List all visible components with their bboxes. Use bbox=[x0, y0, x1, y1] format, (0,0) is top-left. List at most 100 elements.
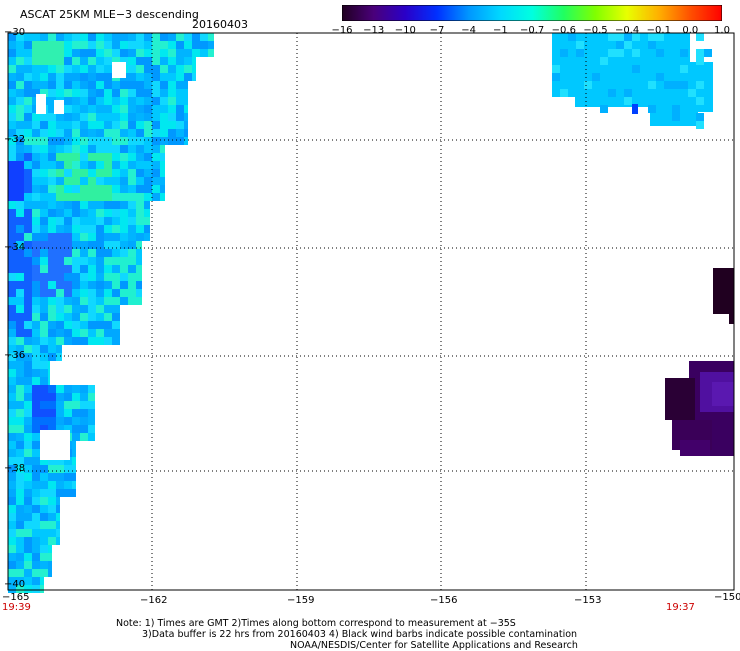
swath-cell bbox=[40, 177, 48, 185]
swath-cell bbox=[64, 105, 72, 113]
swath-cell bbox=[40, 81, 48, 89]
swath-cell bbox=[144, 185, 152, 193]
swath-cell bbox=[24, 353, 32, 361]
swath-cell bbox=[80, 89, 88, 97]
swath-cell bbox=[24, 249, 32, 257]
swath-cell bbox=[32, 177, 40, 185]
swath-cell bbox=[16, 73, 24, 81]
swath-cell bbox=[152, 65, 160, 73]
swath-cell bbox=[64, 257, 72, 265]
swath-cell bbox=[8, 233, 16, 241]
swath-cell bbox=[168, 97, 176, 105]
swath-gap bbox=[40, 430, 70, 460]
swath-cell bbox=[40, 561, 48, 569]
swath-cell bbox=[32, 521, 40, 529]
swath-cell bbox=[128, 145, 136, 153]
swath-cell bbox=[56, 89, 64, 97]
swath-cell bbox=[72, 217, 80, 225]
colorbar-tick: −10 bbox=[394, 25, 416, 36]
swath-cell bbox=[8, 305, 16, 313]
swath-cell bbox=[64, 417, 72, 425]
swath-cell bbox=[104, 281, 112, 289]
swath-cell bbox=[80, 233, 88, 241]
swath-cell bbox=[56, 153, 64, 161]
swath-cell bbox=[112, 49, 120, 57]
swath-cell bbox=[56, 177, 64, 185]
swath-cell bbox=[32, 305, 40, 313]
swath-cell bbox=[176, 73, 184, 81]
swath-cell bbox=[24, 553, 32, 561]
swath-cell bbox=[104, 193, 112, 201]
swath-cell bbox=[144, 65, 152, 73]
swath-cell bbox=[88, 113, 96, 121]
swath-cell bbox=[16, 449, 24, 457]
swath-cell bbox=[88, 337, 96, 345]
swath-cell bbox=[88, 57, 96, 65]
swath-cell bbox=[192, 41, 200, 49]
swath-cell bbox=[64, 425, 72, 433]
swath-cell bbox=[120, 97, 128, 105]
swath-cell bbox=[24, 369, 32, 377]
swath-cell bbox=[8, 353, 16, 361]
swath-cell bbox=[112, 89, 120, 97]
swath-cell bbox=[24, 129, 32, 137]
swath-cell bbox=[136, 113, 144, 121]
swath-cell bbox=[48, 417, 56, 425]
swath-cell bbox=[40, 425, 48, 433]
swath-cell bbox=[24, 41, 32, 49]
swath-cell bbox=[112, 225, 120, 233]
swath-cell bbox=[64, 121, 72, 129]
swath-cell bbox=[632, 65, 640, 73]
swath-cell bbox=[16, 529, 24, 537]
swath-cell bbox=[112, 57, 120, 65]
swath-cell bbox=[8, 161, 16, 169]
swath-cell bbox=[120, 169, 128, 177]
swath-cell bbox=[40, 337, 48, 345]
swath-cell bbox=[64, 281, 72, 289]
swath-cell bbox=[576, 49, 584, 57]
swath-cell bbox=[16, 273, 24, 281]
swath-cell bbox=[8, 41, 16, 49]
swath-cell bbox=[24, 449, 32, 457]
swath-cell bbox=[80, 49, 88, 57]
swath-cell bbox=[8, 409, 16, 417]
swath-cell bbox=[96, 73, 104, 81]
swath-cell bbox=[80, 433, 88, 441]
swath-cell bbox=[48, 225, 56, 233]
swath-cell bbox=[88, 297, 96, 305]
swath-cell bbox=[88, 409, 95, 417]
swath-cell bbox=[128, 105, 136, 113]
swath-cell bbox=[56, 457, 64, 465]
swath-cell bbox=[24, 145, 32, 153]
swath-cell bbox=[184, 33, 192, 41]
swath-cell bbox=[32, 185, 40, 193]
swath-cell bbox=[168, 105, 176, 113]
swath-cell bbox=[80, 337, 88, 345]
swath-cell bbox=[48, 561, 52, 569]
swath-cell bbox=[32, 425, 40, 433]
swath-cell bbox=[168, 33, 176, 41]
swath-cell bbox=[40, 529, 48, 537]
swath-cell bbox=[24, 537, 32, 545]
swath-cell bbox=[112, 297, 120, 305]
swath-cell bbox=[64, 241, 72, 249]
swath-cell bbox=[104, 145, 112, 153]
swath-cell bbox=[8, 537, 16, 545]
swath-cell bbox=[168, 129, 176, 137]
swath-cell bbox=[8, 113, 16, 121]
swath-cell bbox=[64, 337, 72, 345]
swath-cell bbox=[64, 57, 72, 65]
swath-cell bbox=[24, 241, 32, 249]
swath-cell bbox=[40, 329, 48, 337]
swath-cell bbox=[128, 265, 136, 273]
swath-cell bbox=[112, 129, 120, 137]
swath-cell bbox=[16, 233, 24, 241]
swath-cell bbox=[24, 225, 32, 233]
swath-cell bbox=[104, 185, 112, 193]
swath-cell bbox=[112, 217, 120, 225]
swath-cell bbox=[104, 137, 112, 145]
swath-cell bbox=[96, 185, 104, 193]
swath-cell bbox=[8, 313, 16, 321]
swath-cell bbox=[8, 337, 16, 345]
swath-cell bbox=[48, 337, 56, 345]
